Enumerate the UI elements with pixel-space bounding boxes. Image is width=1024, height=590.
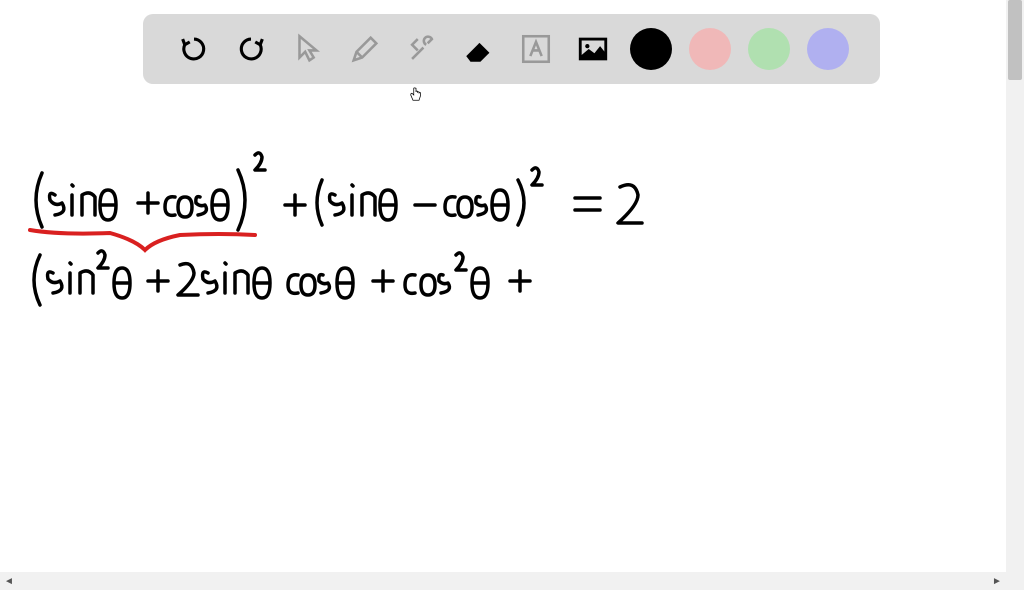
color-pink[interactable] xyxy=(689,28,731,70)
text-button[interactable] xyxy=(516,29,556,69)
tools-icon xyxy=(405,32,439,66)
vertical-scrollbar-thumb[interactable] xyxy=(1008,0,1022,80)
tools-button[interactable] xyxy=(402,29,442,69)
image-button[interactable] xyxy=(573,29,613,69)
text-icon xyxy=(519,32,553,66)
scroll-corner xyxy=(1006,572,1024,590)
scroll-right-arrow[interactable]: ► xyxy=(988,572,1006,590)
horizontal-scrollbar[interactable]: ◄ ► xyxy=(0,572,1006,590)
handwriting-layer xyxy=(0,95,1006,570)
pencil-button[interactable] xyxy=(345,29,385,69)
color-black[interactable] xyxy=(630,28,672,70)
eraser-button[interactable] xyxy=(459,29,499,69)
color-purple[interactable] xyxy=(807,28,849,70)
eraser-icon xyxy=(462,32,496,66)
pencil-icon xyxy=(348,32,382,66)
drawing-toolbar xyxy=(143,14,880,84)
color-green[interactable] xyxy=(748,28,790,70)
vertical-scrollbar[interactable] xyxy=(1006,0,1024,572)
pointer-button[interactable] xyxy=(288,29,328,69)
image-icon xyxy=(576,32,610,66)
undo-button[interactable] xyxy=(174,29,214,69)
pointer-icon xyxy=(291,32,325,66)
scroll-left-arrow[interactable]: ◄ xyxy=(0,572,18,590)
redo-icon xyxy=(234,32,268,66)
undo-icon xyxy=(177,32,211,66)
drawing-canvas[interactable] xyxy=(0,95,1006,570)
redo-button[interactable] xyxy=(231,29,271,69)
